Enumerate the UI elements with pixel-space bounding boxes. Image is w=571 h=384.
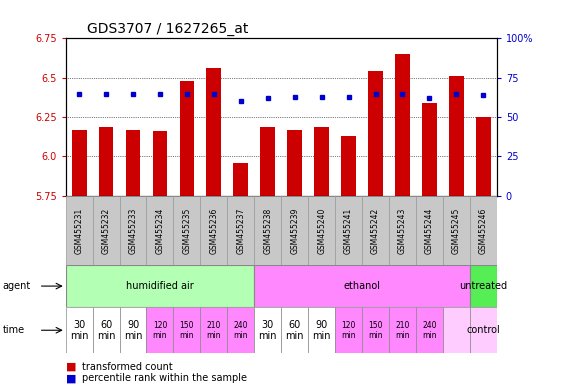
Text: GSM455242: GSM455242: [371, 207, 380, 253]
Bar: [314, 127, 329, 196]
Bar: [389, 307, 416, 353]
Bar: [443, 307, 470, 353]
Text: 120
min: 120 min: [341, 321, 356, 339]
Bar: [93, 196, 119, 265]
Bar: [126, 130, 140, 196]
Bar: [422, 103, 437, 196]
Bar: [449, 76, 464, 196]
Bar: [207, 68, 222, 196]
Text: ethanol: ethanol: [344, 281, 380, 291]
Text: time: time: [3, 325, 25, 335]
Bar: [368, 71, 383, 196]
Bar: [341, 136, 356, 196]
Bar: [470, 196, 497, 265]
Text: 150
min: 150 min: [180, 321, 194, 339]
Text: control: control: [467, 325, 500, 335]
Bar: [99, 127, 114, 196]
Bar: [254, 265, 470, 307]
Text: 60
min: 60 min: [286, 320, 304, 341]
Text: GSM455243: GSM455243: [398, 207, 407, 253]
Bar: [227, 196, 254, 265]
Bar: [200, 196, 227, 265]
Bar: [72, 130, 87, 196]
Text: 150
min: 150 min: [368, 321, 383, 339]
Bar: [389, 196, 416, 265]
Bar: [66, 307, 93, 353]
Bar: [227, 307, 254, 353]
Bar: [476, 117, 490, 196]
Bar: [395, 54, 410, 196]
Text: 30
min: 30 min: [259, 320, 277, 341]
Text: untreated: untreated: [459, 281, 508, 291]
Text: 120
min: 120 min: [152, 321, 167, 339]
Text: 90
min: 90 min: [124, 320, 142, 341]
Bar: [281, 196, 308, 265]
Text: 90
min: 90 min: [312, 320, 331, 341]
Bar: [362, 196, 389, 265]
Bar: [281, 307, 308, 353]
Bar: [174, 307, 200, 353]
Bar: [179, 81, 194, 196]
Text: GSM455234: GSM455234: [155, 207, 164, 253]
Bar: [234, 163, 248, 196]
Bar: [93, 307, 119, 353]
Bar: [443, 196, 470, 265]
Bar: [254, 196, 281, 265]
Text: 210
min: 210 min: [395, 321, 410, 339]
Bar: [470, 307, 497, 353]
Text: GSM455232: GSM455232: [102, 207, 111, 253]
Text: GSM455231: GSM455231: [75, 207, 83, 253]
Bar: [308, 196, 335, 265]
Text: 240
min: 240 min: [234, 321, 248, 339]
Text: GSM455233: GSM455233: [128, 207, 138, 253]
Text: 210
min: 210 min: [207, 321, 221, 339]
Bar: [416, 307, 443, 353]
Text: GSM455246: GSM455246: [479, 207, 488, 253]
Text: GSM455235: GSM455235: [182, 207, 191, 253]
Bar: [174, 196, 200, 265]
Text: GSM455241: GSM455241: [344, 207, 353, 253]
Text: GSM455244: GSM455244: [425, 207, 434, 253]
Bar: [147, 307, 174, 353]
Text: GDS3707 / 1627265_at: GDS3707 / 1627265_at: [87, 22, 248, 36]
Bar: [287, 130, 302, 196]
Bar: [362, 307, 389, 353]
Text: humidified air: humidified air: [126, 281, 194, 291]
Text: agent: agent: [3, 281, 31, 291]
Bar: [119, 307, 147, 353]
Text: ■: ■: [66, 362, 76, 372]
Text: 240
min: 240 min: [422, 321, 437, 339]
Text: percentile rank within the sample: percentile rank within the sample: [82, 373, 247, 383]
Bar: [147, 196, 174, 265]
Bar: [308, 307, 335, 353]
Text: GSM455245: GSM455245: [452, 207, 461, 253]
Bar: [335, 196, 362, 265]
Text: GSM455240: GSM455240: [317, 207, 326, 253]
Text: 30
min: 30 min: [70, 320, 89, 341]
Text: GSM455236: GSM455236: [210, 207, 218, 253]
Bar: [66, 265, 254, 307]
Text: ■: ■: [66, 373, 76, 383]
Bar: [416, 196, 443, 265]
Text: GSM455237: GSM455237: [236, 207, 246, 253]
Text: transformed count: transformed count: [82, 362, 172, 372]
Text: GSM455238: GSM455238: [263, 207, 272, 253]
Bar: [335, 307, 362, 353]
Text: 60
min: 60 min: [97, 320, 115, 341]
Bar: [66, 196, 93, 265]
Bar: [200, 307, 227, 353]
Text: GSM455239: GSM455239: [290, 207, 299, 253]
Bar: [470, 265, 497, 307]
Bar: [152, 131, 167, 196]
Bar: [260, 127, 275, 196]
Bar: [119, 196, 147, 265]
Bar: [254, 307, 281, 353]
